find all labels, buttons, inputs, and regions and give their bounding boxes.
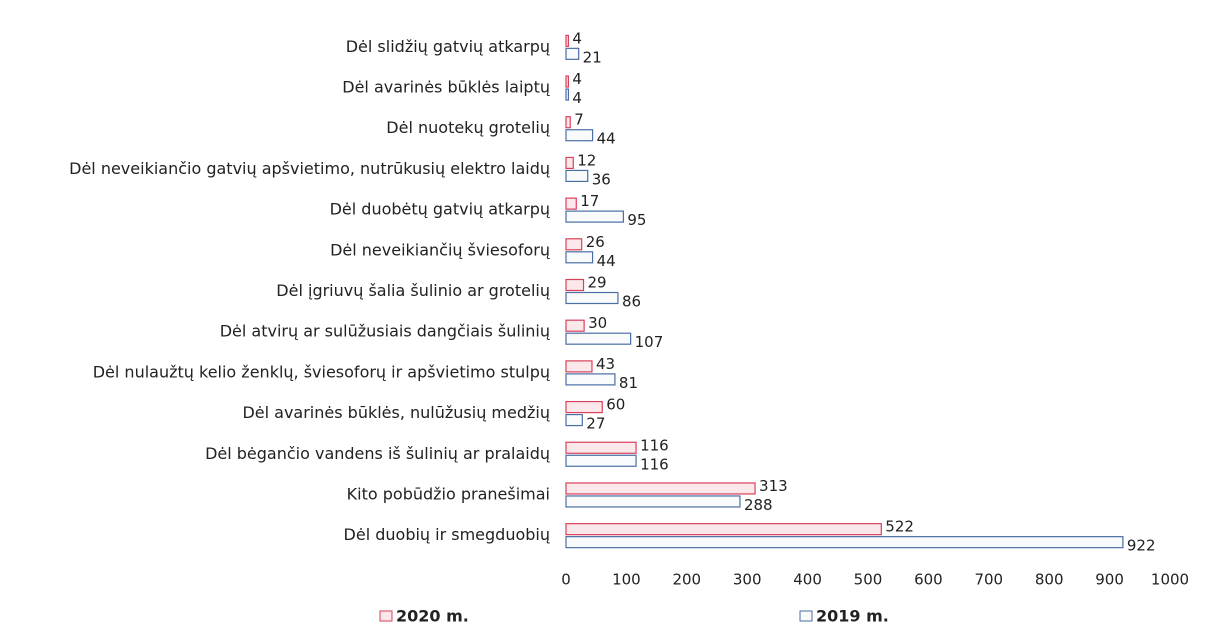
bar [565, 360, 593, 373]
bar [565, 34, 570, 47]
bar [565, 373, 616, 386]
bar [565, 197, 577, 210]
category-label: Dėl įgriuvų šalia šulinio ar grotelių [276, 281, 550, 300]
bar [565, 88, 570, 101]
bar [565, 116, 571, 129]
category-label: Dėl nuotekų grotelių [386, 118, 550, 137]
category-label: Dėl atvirų ar sulūžusiais dangčiais šuli… [220, 322, 550, 341]
category-label: Kito pobūdžio pranešimai [347, 484, 550, 503]
data-label: 44 [597, 130, 616, 148]
data-label: 4 [572, 89, 582, 107]
data-label: 29 [588, 274, 607, 292]
data-label: 44 [597, 252, 616, 270]
bar [565, 169, 589, 183]
bar [565, 238, 583, 251]
bar [565, 291, 619, 305]
data-label: 288 [744, 496, 773, 514]
category-label: Dėl avarinės būklės laiptų [342, 78, 550, 97]
data-label: 107 [635, 333, 664, 351]
bar [565, 156, 574, 170]
data-label: 27 [586, 415, 605, 433]
bar [565, 332, 632, 345]
data-label: 313 [759, 477, 788, 495]
bar [565, 47, 580, 60]
x-tick-label: 700 [974, 571, 1003, 589]
data-label: 81 [619, 374, 638, 392]
bar [565, 400, 603, 414]
legend-swatch [379, 610, 393, 622]
data-label: 12 [577, 151, 596, 169]
bar [565, 413, 583, 427]
category-label: Dėl avarinės būklės, nulūžusių medžių [242, 403, 550, 422]
data-label: 36 [592, 170, 611, 188]
x-tick-label: 500 [854, 571, 883, 589]
category-label: Dėl duobių ir smegduobių [344, 525, 550, 544]
data-label: 95 [627, 211, 646, 229]
bar [565, 319, 585, 332]
category-label: Dėl nulaužtų kelio ženklų, šviesoforų ir… [93, 362, 550, 381]
data-label: 43 [596, 355, 615, 373]
x-tick-label: 300 [733, 571, 762, 589]
x-tick-label: 0 [561, 571, 571, 589]
x-tick-label: 900 [1095, 571, 1124, 589]
category-label: Dėl neveikiančių šviesoforų [330, 240, 550, 259]
data-label: 116 [640, 436, 669, 454]
category-label: Dėl bėgančio vandens iš šulinių ar prala… [205, 444, 550, 463]
bar [565, 454, 637, 467]
legend-swatch [799, 610, 813, 622]
bar [565, 129, 594, 142]
data-label: 4 [572, 70, 582, 88]
x-tick-label: 200 [672, 571, 701, 589]
x-tick-label: 800 [1035, 571, 1064, 589]
data-label: 17 [580, 192, 599, 210]
legend-label: 2020 m. [396, 607, 469, 626]
category-label: Dėl neveikiančio gatvių apšvietimo, nutr… [69, 159, 550, 178]
bar [565, 210, 624, 223]
x-tick-label: 1000 [1151, 571, 1189, 589]
bar [565, 495, 741, 508]
data-label: 60 [606, 396, 625, 414]
data-label: 922 [1127, 537, 1156, 555]
bar [565, 523, 882, 536]
x-tick-label: 100 [612, 571, 641, 589]
data-label: 116 [640, 455, 669, 473]
bar [565, 441, 637, 454]
data-label: 30 [588, 314, 607, 332]
bar [565, 482, 756, 495]
bar [565, 75, 570, 88]
data-label: 26 [586, 233, 605, 251]
data-label: 7 [574, 111, 584, 129]
category-label: Dėl duobėtų gatvių atkarpų [330, 200, 550, 219]
data-label: 522 [885, 518, 914, 536]
x-tick-label: 600 [914, 571, 943, 589]
data-label: 4 [572, 29, 582, 47]
x-tick-label: 400 [793, 571, 822, 589]
category-label: Dėl slidžių gatvių atkarpų [346, 37, 550, 56]
data-label: 86 [622, 293, 641, 311]
legend-label: 2019 m. [816, 607, 889, 626]
data-label: 21 [583, 48, 602, 66]
bar [565, 278, 585, 292]
bar [565, 251, 594, 264]
bar [565, 536, 1124, 549]
